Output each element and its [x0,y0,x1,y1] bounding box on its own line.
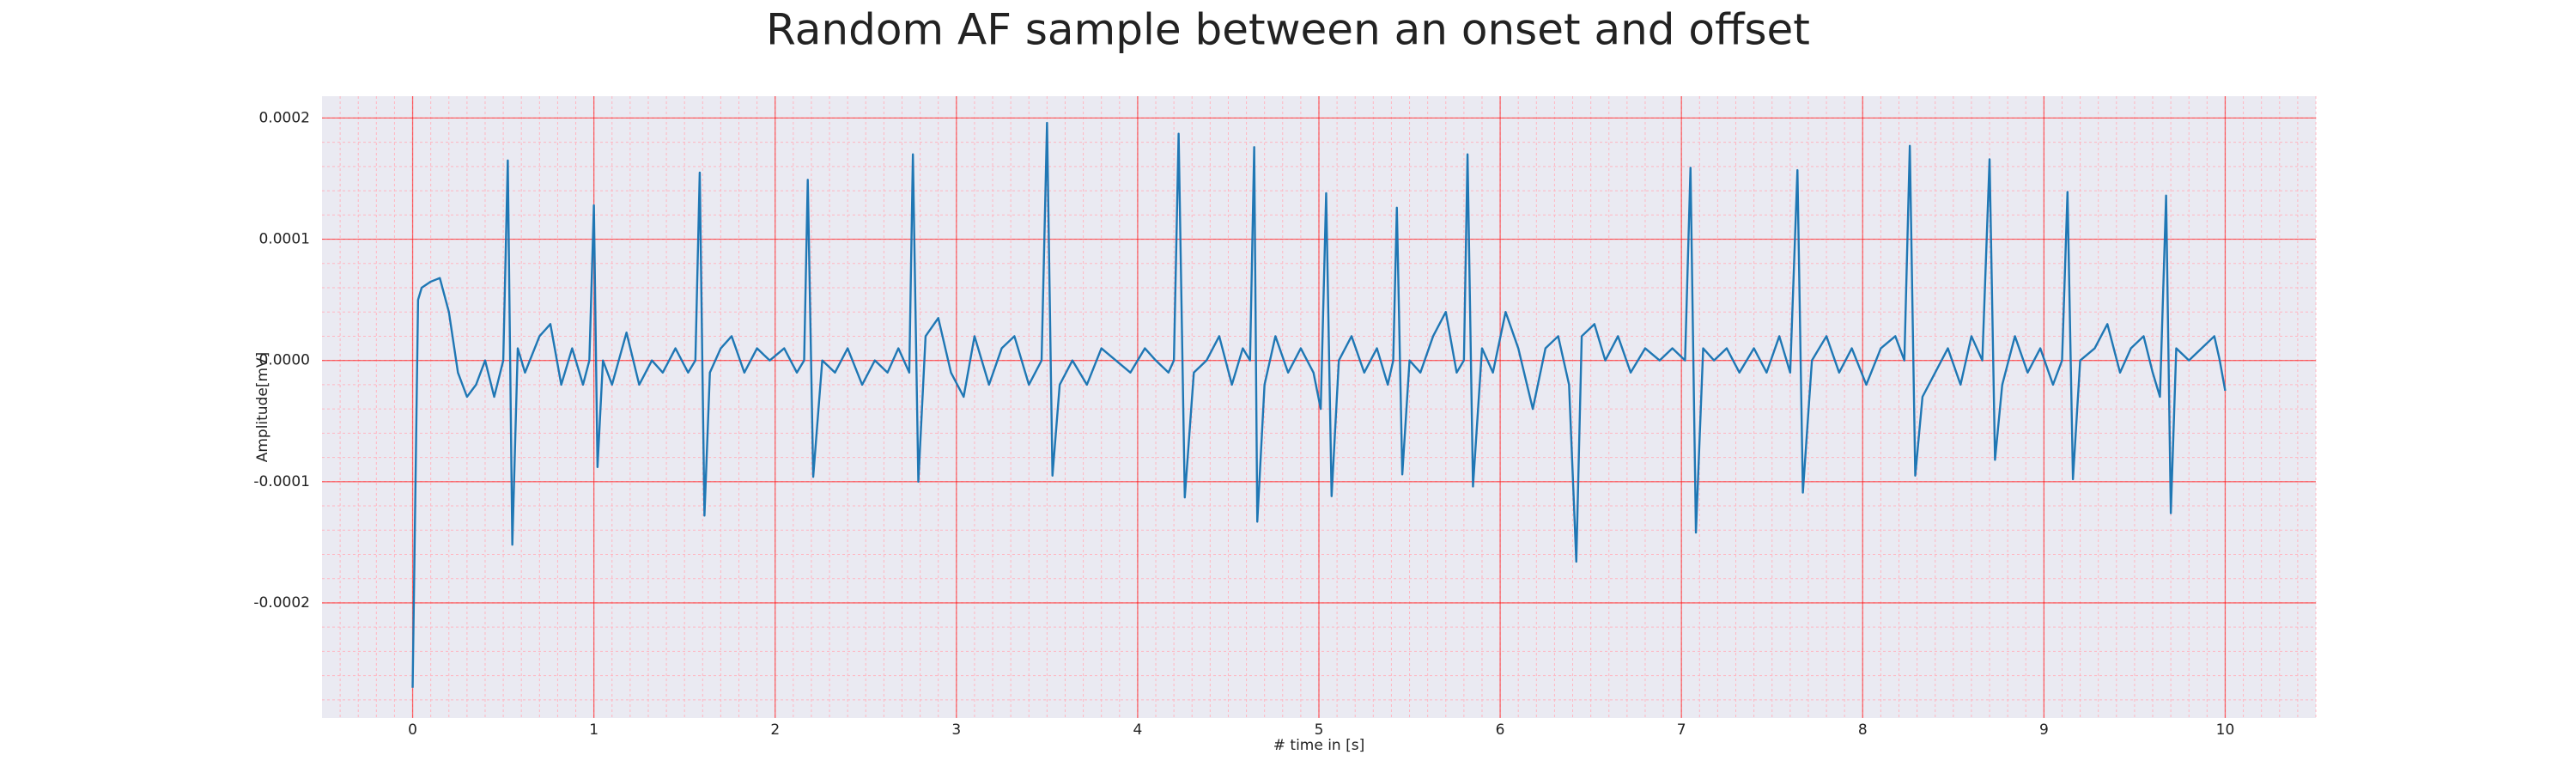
y-tick-label: -0.0002 [253,594,310,612]
y-tick-label: -0.0001 [253,473,310,490]
x-tick-label: 1 [589,721,598,739]
signal-line [411,121,2227,688]
x-tick-label: 7 [1677,721,1686,739]
x-tick-label: 10 [2216,721,2235,739]
x-tick-label: 8 [1858,721,1868,739]
x-tick-label: 3 [951,721,961,739]
y-axis-label: Amplitude[mV] [254,352,271,463]
chart-title: Random AF sample between an onset and of… [766,5,1810,55]
x-axis-label: # time in [s] [1273,737,1364,754]
x-tick-label: 0 [408,721,417,739]
x-tick-label: 2 [770,721,780,739]
x-tick-label: 6 [1496,721,1505,739]
x-tick-label: 5 [1315,721,1324,739]
y-tick-label: 0.0000 [259,352,310,369]
y-tick-label: 0.0001 [259,231,310,248]
x-tick-label: 4 [1133,721,1142,739]
x-tick-label: 9 [2039,721,2049,739]
y-tick-label: 0.0002 [259,109,310,126]
